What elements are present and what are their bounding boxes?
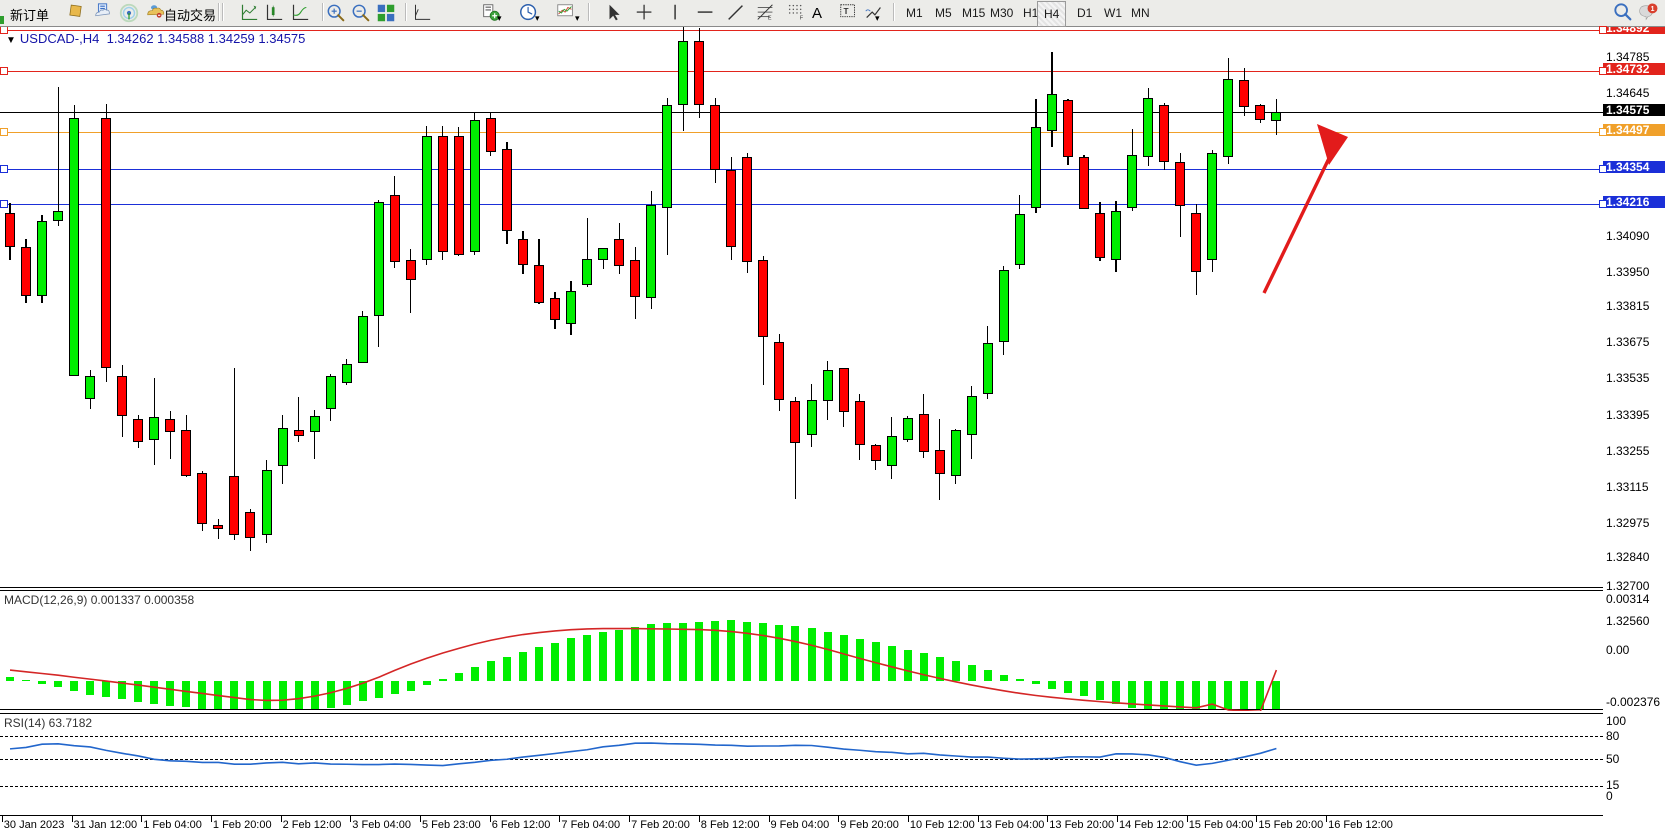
svg-text:F: F [800, 15, 804, 21]
svg-text:E: E [768, 15, 772, 21]
svg-text:T: T [844, 7, 849, 16]
svg-text:1: 1 [1651, 6, 1655, 13]
